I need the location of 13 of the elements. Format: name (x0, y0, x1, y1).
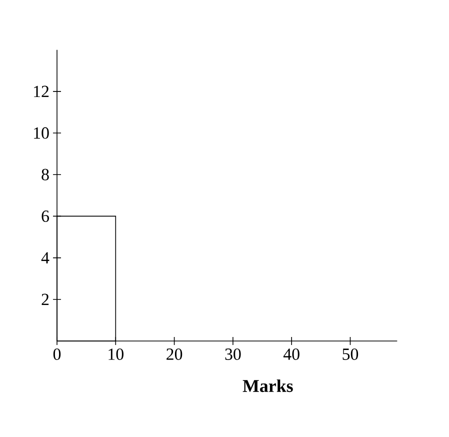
x-tick-label: 0 (53, 348, 61, 360)
y-tick-label: 6 (42, 210, 49, 222)
x-tick-label: 50 (342, 348, 358, 360)
y-tick-label: 8 (42, 168, 49, 180)
x-tick-label: 20 (166, 348, 182, 360)
y-tick-label: 10 (34, 127, 49, 139)
x-axis-title: Marks (242, 379, 293, 392)
x-tick-label: 30 (225, 348, 241, 360)
x-tick-label: 40 (283, 348, 300, 360)
y-tick-label: 12 (34, 86, 49, 98)
x-tick-label: 10 (108, 348, 124, 360)
y-tick-label: 4 (41, 252, 50, 264)
y-tick-label: 2 (42, 294, 49, 306)
